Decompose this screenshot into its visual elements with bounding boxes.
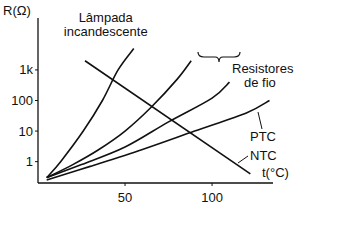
y-tick-label: 100: [11, 93, 33, 108]
x-tick-label: 50: [118, 190, 132, 205]
series-line: [47, 101, 270, 181]
series-line: [47, 49, 134, 178]
y-tick-label: 1k: [19, 62, 33, 77]
chart: 1 10 100 1k 50 100 R(Ω) t(°C) Lâmpadaincandescen…: [0, 0, 344, 245]
label-line: de fio: [244, 75, 276, 90]
label-line: Resistores: [232, 61, 294, 76]
x-tick: [125, 183, 126, 186]
x-tick-label: 100: [201, 190, 223, 205]
label-line: incandescente: [64, 24, 148, 39]
leader-line: [258, 112, 262, 129]
y-axis-label: R(Ω): [3, 3, 31, 18]
x-axis: [38, 182, 273, 183]
x-tick: [212, 183, 213, 186]
leader-line: [238, 156, 248, 163]
label-line: Lâmpada: [79, 10, 134, 25]
series-label: Lâmpadaincandescente: [64, 10, 148, 39]
series-label: NTC: [250, 148, 277, 163]
y-tick: [35, 161, 38, 162]
y-tick: [35, 69, 38, 70]
series-line: [85, 61, 250, 174]
y-tick-label: 1: [26, 154, 33, 169]
annotation: Resistoresde fio: [232, 61, 294, 90]
y-tick: [35, 131, 38, 132]
y-tick: [35, 100, 38, 101]
series-label: PTC: [250, 129, 276, 144]
y-tick-label: 10: [19, 124, 33, 139]
x-axis-label: t(°C): [262, 165, 289, 180]
